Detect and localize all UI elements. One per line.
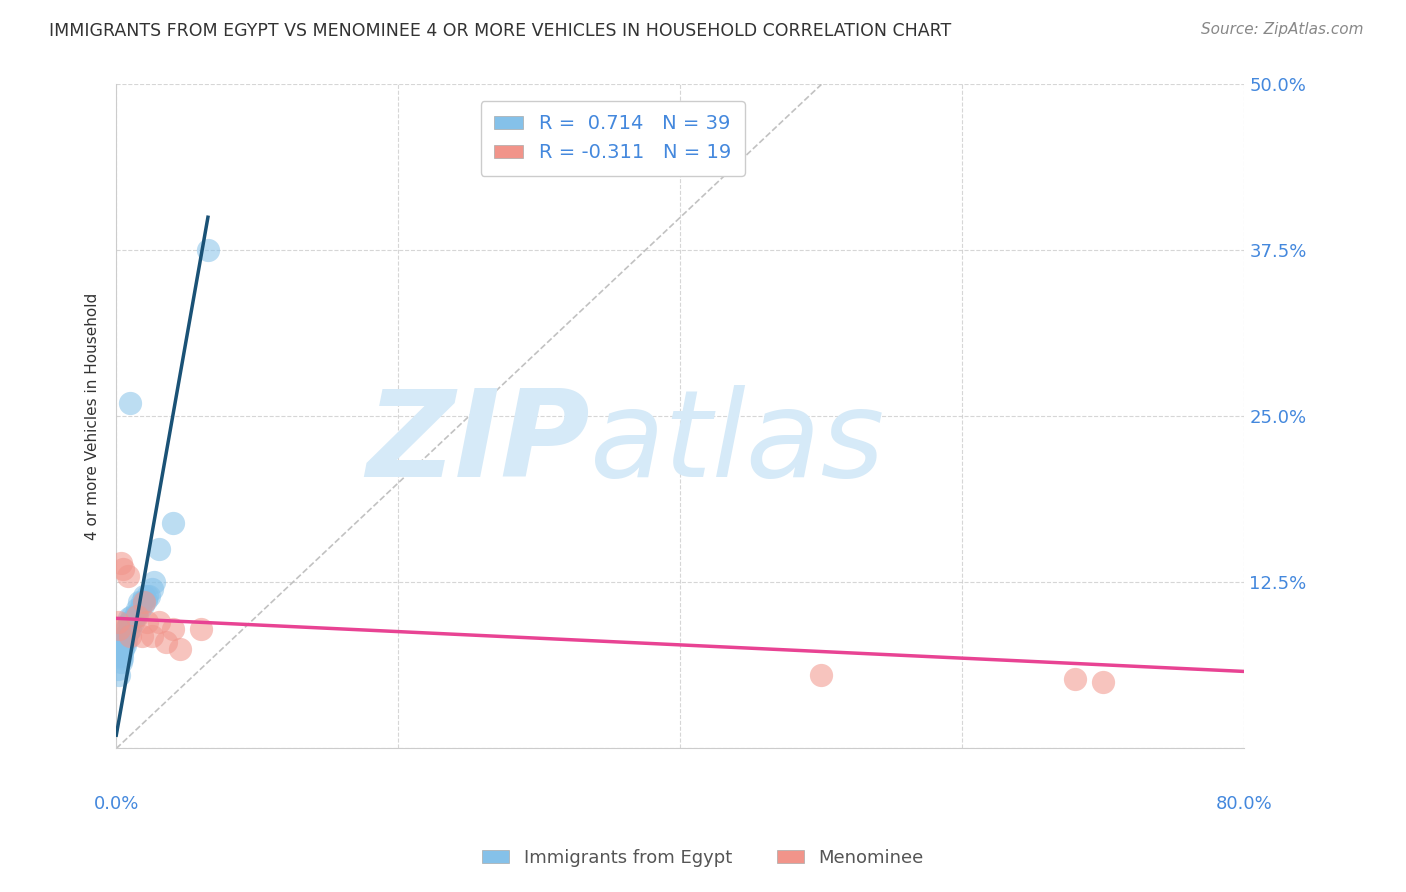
Point	[155, 635, 177, 649]
Point	[121, 608, 143, 623]
Point	[148, 542, 170, 557]
Y-axis label: 4 or more Vehicles in Household: 4 or more Vehicles in Household	[86, 293, 100, 540]
Point	[117, 624, 139, 639]
Point	[148, 615, 170, 630]
Point	[118, 615, 141, 630]
Point	[143, 575, 166, 590]
Point	[110, 635, 132, 649]
Point	[114, 629, 136, 643]
Point	[169, 641, 191, 656]
Text: atlas: atlas	[591, 384, 886, 501]
Point	[107, 615, 129, 630]
Point	[120, 622, 142, 636]
Text: Source: ZipAtlas.com: Source: ZipAtlas.com	[1201, 22, 1364, 37]
Legend: Immigrants from Egypt, Menominee: Immigrants from Egypt, Menominee	[475, 842, 931, 874]
Point	[117, 569, 139, 583]
Point	[131, 595, 153, 609]
Text: IMMIGRANTS FROM EGYPT VS MENOMINEE 4 OR MORE VEHICLES IN HOUSEHOLD CORRELATION C: IMMIGRANTS FROM EGYPT VS MENOMINEE 4 OR …	[49, 22, 952, 40]
Point	[141, 582, 163, 596]
Point	[111, 646, 134, 660]
Point	[134, 595, 156, 609]
Point	[122, 615, 145, 630]
Point	[112, 562, 135, 576]
Text: 80.0%: 80.0%	[1216, 795, 1272, 813]
Point	[110, 648, 132, 663]
Point	[135, 592, 157, 607]
Point	[114, 638, 136, 652]
Point	[107, 662, 129, 676]
Text: ZIP: ZIP	[367, 384, 591, 501]
Point	[111, 651, 134, 665]
Point	[127, 602, 149, 616]
Point	[141, 629, 163, 643]
Point	[112, 641, 135, 656]
Point	[110, 655, 132, 669]
Point	[810, 668, 832, 682]
Point	[120, 629, 142, 643]
Point	[197, 244, 219, 258]
Point	[117, 619, 139, 633]
Point	[128, 595, 150, 609]
Point	[129, 602, 152, 616]
Point	[136, 615, 159, 630]
Text: 0.0%: 0.0%	[94, 795, 139, 813]
Point	[1092, 675, 1115, 690]
Point	[120, 615, 142, 630]
Point	[108, 641, 131, 656]
Point	[131, 629, 153, 643]
Point	[108, 622, 131, 636]
Point	[138, 589, 160, 603]
Point	[108, 668, 131, 682]
Point	[1064, 673, 1087, 687]
Point	[120, 396, 142, 410]
Point	[115, 622, 138, 636]
Point	[110, 556, 132, 570]
Point	[162, 622, 184, 636]
Point	[136, 589, 159, 603]
Point	[190, 622, 212, 636]
Point	[127, 608, 149, 623]
Point	[132, 598, 155, 612]
Point	[115, 632, 138, 647]
Point	[118, 611, 141, 625]
Point	[134, 589, 156, 603]
Point	[124, 608, 146, 623]
Point	[125, 608, 148, 623]
Point	[162, 516, 184, 530]
Point	[112, 635, 135, 649]
Legend: R =  0.714   N = 39, R = -0.311   N = 19: R = 0.714 N = 39, R = -0.311 N = 19	[481, 101, 745, 176]
